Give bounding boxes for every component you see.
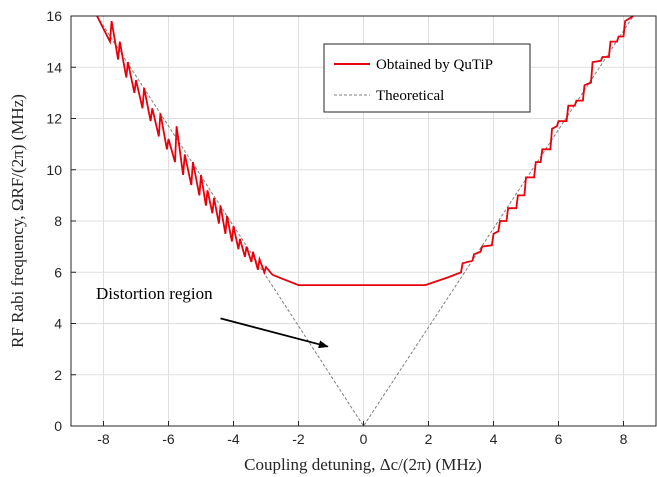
- series-line-obtained-by-qutip: [96, 15, 634, 287]
- y-tick-label: 10: [46, 162, 62, 178]
- y-tick-label: 2: [54, 367, 62, 383]
- series-layer: [96, 15, 634, 427]
- y-tick-label: 6: [54, 264, 62, 280]
- y-tick-label: 16: [46, 8, 62, 24]
- series-line-theoretical: [96, 15, 634, 427]
- x-tick-label: 0: [360, 431, 368, 447]
- y-tick-label: 0: [54, 418, 62, 434]
- y-tick-label: 14: [46, 59, 62, 75]
- y-tick-label: 8: [54, 213, 62, 229]
- y-tick-label: 4: [54, 316, 62, 332]
- x-tick-label: 2: [425, 431, 433, 447]
- legend: Obtained by QuTiP Theoretical: [323, 43, 531, 113]
- legend-label-theoretical: Theoretical: [376, 88, 444, 104]
- ticks: -8 -6 -4 -2 0 2 4 6 8 0 2 4 6 8 10 12 14 16: [46, 8, 627, 447]
- x-tick-label: -6: [162, 431, 175, 447]
- y-axis-label: RF Rabi frequency, ΩRF/(2π) (MHz): [8, 94, 27, 348]
- legend-label-qutip: Obtained by QuTiP: [376, 57, 493, 73]
- legend-box: [323, 43, 531, 113]
- annotation: Distortion region: [96, 284, 329, 349]
- x-tick-label: 4: [490, 431, 498, 447]
- x-tick-label: 8: [620, 431, 628, 447]
- x-tick-label: -8: [97, 431, 110, 447]
- x-tick-label: 6: [555, 431, 563, 447]
- x-axis-label: Coupling detuning, Δc/(2π) (MHz): [244, 455, 482, 474]
- x-tick-label: -4: [227, 431, 240, 447]
- x-tick-label: -2: [292, 431, 305, 447]
- annotation-arrow: [220, 317, 329, 349]
- y-tick-label: 12: [46, 111, 62, 127]
- annotation-text: Distortion region: [96, 284, 213, 303]
